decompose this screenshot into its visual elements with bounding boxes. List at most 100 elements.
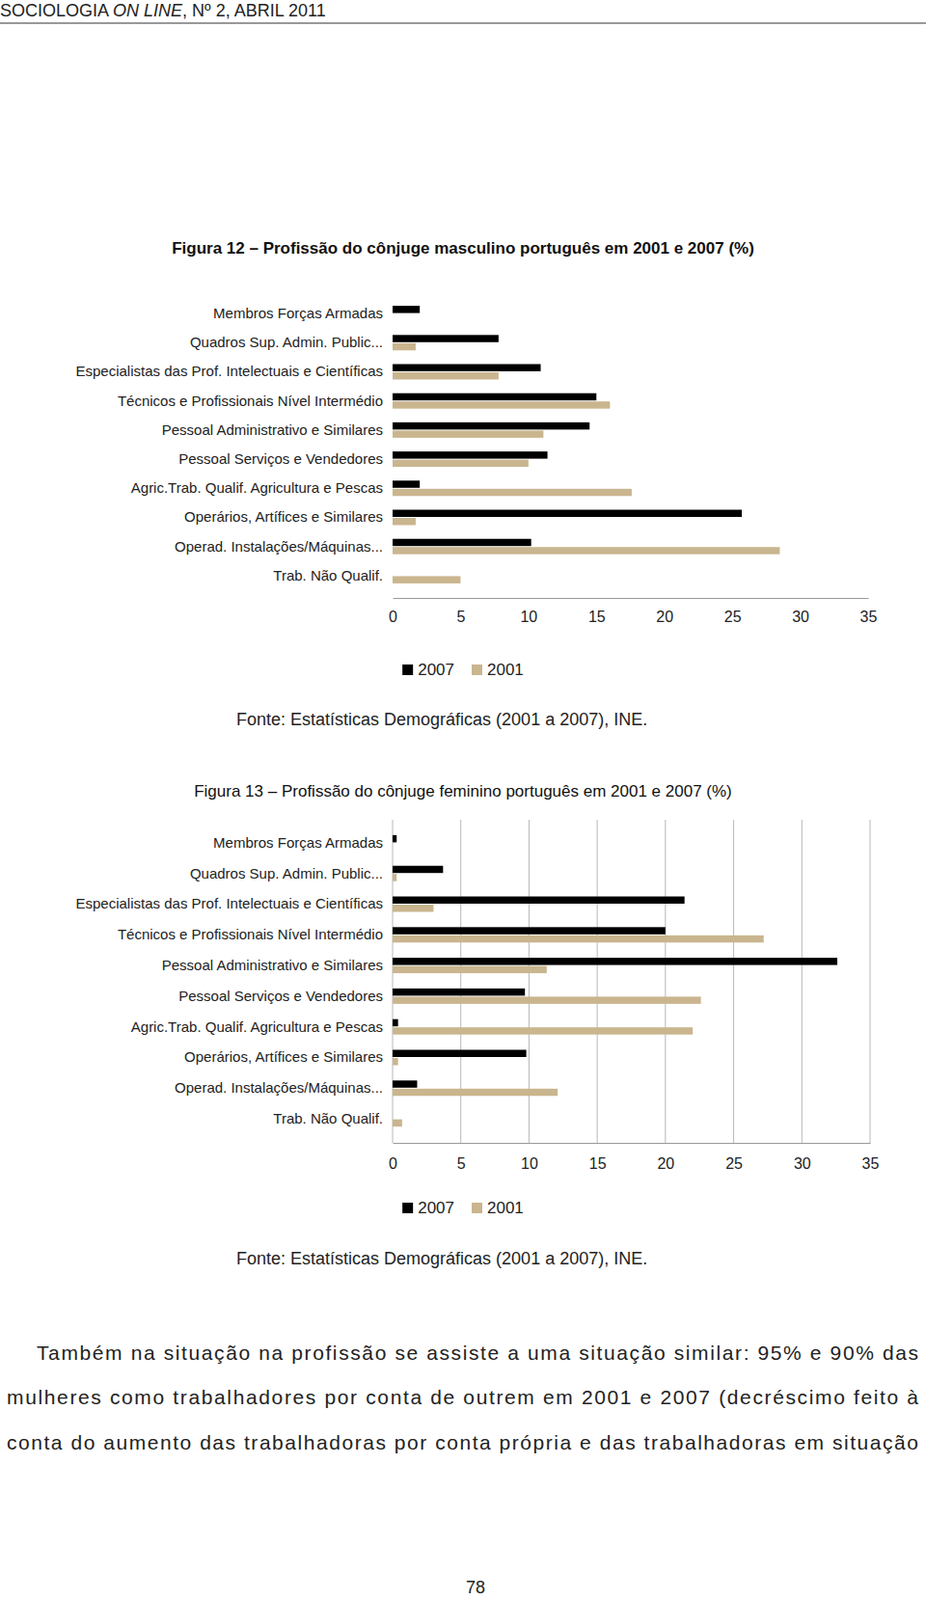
tick-label: 0 [388,608,398,626]
category-label: Trab. Não Qualif. [272,567,383,584]
header-part: ON LINE [112,0,184,21]
tick: Agric.Trab. Qualif. Agricultura e Pescas [131,479,393,496]
header-part: SOCIOLOGIA [0,0,113,21]
x-axis: 05101520253035 [388,1143,879,1172]
tick: Membros Forças Armadas [213,834,393,851]
category-label: Operários, Artífices e Similares [184,1048,383,1065]
tick: 30 [791,598,810,626]
tick: Membros Forças Armadas [213,304,393,322]
bar [392,480,420,488]
tick: 5 [456,598,465,626]
bar [392,897,685,904]
bar [392,546,780,554]
bar [392,1111,394,1118]
legend-label: 2001 [487,1198,524,1218]
tick-label: 25 [724,608,742,626]
page: SOCIOLOGIA ON LINE, Nº 2, ABRIL 2011 Figu… [0,0,926,1600]
category-label: Membros Forças Armadas [213,304,383,322]
chart: Figura 13 – Profissão do cônjuge feminin… [76,782,880,1269]
bar [392,843,394,850]
tick: Operad. Instalações/Máquinas... [174,1079,393,1096]
bar [392,1119,403,1127]
legend-item: 2001 [471,660,524,680]
tick-label: 5 [457,1155,466,1172]
tick: Pessoal Serviços e Vendedores [178,450,393,467]
bar [392,926,666,934]
tick: Operários, Artífices e Similares [184,508,393,525]
tick: 0 [388,598,398,626]
bar [392,401,610,409]
bar [392,996,702,1004]
tick: 10 [519,598,538,626]
bar [392,1089,558,1096]
tick: Quadros Sup. Admin. Public... [190,865,393,882]
tick: Trab. Não Qualif. [272,1110,393,1127]
bar [392,988,525,996]
bar [392,1058,399,1065]
chart: Figura 12 – Profissão do cônjuge masculi… [76,239,878,730]
bar [392,1019,399,1027]
bar [392,873,397,881]
x-axis: 05101520253035 [388,598,877,626]
legend-swatch [402,664,413,676]
tick-label: 20 [656,1155,675,1172]
bar [392,451,548,459]
tick: Agric.Trab. Qualif. Agricultura e Pescas [131,1018,393,1035]
y-axis: Membros Forças Armadas Quadros Sup. Admin… [76,834,394,1127]
tick: 5 [457,1143,466,1172]
bar [392,343,416,351]
category-label: Trab. Não Qualif. [272,1110,383,1127]
legend-item: 2007 [402,660,455,680]
tick: 15 [589,1143,607,1172]
legend-label: 2007 [417,660,455,680]
category-label: Membros Forças Armadas [213,834,383,851]
tick: Especialistas das Prof. Intelectuais e C… [76,895,394,912]
tick: 15 [588,598,606,626]
bar [392,334,499,342]
category-label: Técnicos e Profissionais Nível Intermédi… [117,392,383,409]
chart-title: Figura 13 – Profissão do cônjuge feminin… [193,782,733,801]
tick: 10 [520,1143,539,1172]
bar [392,422,590,430]
tick: Operários, Artífices e Similares [184,1048,393,1065]
tick-label: 20 [655,608,674,626]
bar [392,489,632,496]
tick-label: 10 [520,1155,539,1172]
tick-label: 35 [862,1155,880,1172]
header-part: , Nº 2, ABRIL 2011 [182,0,327,21]
category-label: Agric.Trab. Qualif. Agricultura e Pescas [131,1018,383,1035]
grid-line [664,819,666,1144]
bar [392,510,742,518]
category-label: Técnicos e Profissionais Nível Intermédi… [117,926,383,943]
tick-label: 30 [791,608,810,626]
bar [392,568,394,575]
category-label: Pessoal Serviços e Vendedores [178,987,383,1005]
tick: Pessoal Administrativo e Similares [162,421,393,438]
bar [392,904,434,912]
grid [392,819,871,1144]
tick: Técnicos e Profissionais Nível Intermédi… [117,392,393,409]
bar [392,1050,527,1058]
body-line: Também na situação na profissão se assis… [36,1341,919,1364]
bar [392,372,499,380]
series [392,305,742,546]
legend-swatch [471,664,483,676]
tick: 35 [862,1143,880,1172]
tick-label: 15 [589,1155,607,1172]
category-label: Operad. Instalações/Máquinas... [174,538,383,555]
bar [392,966,547,974]
grid-line [870,819,872,1144]
bar [392,305,420,313]
tick-label: 5 [456,608,465,626]
bar [392,835,397,843]
tick-label: 0 [388,1155,398,1172]
tick-label: 30 [793,1155,812,1172]
grid-line [801,819,803,1144]
tick-label: 15 [588,608,606,626]
category-label: Especialistas das Prof. Intelectuais e C… [76,362,384,380]
bar [392,866,443,873]
tick: 25 [724,598,742,626]
tick: 20 [655,598,674,626]
legend: 2007 2001 [402,660,524,680]
tick: Técnicos e Profissionais Nível Intermédi… [117,926,393,943]
